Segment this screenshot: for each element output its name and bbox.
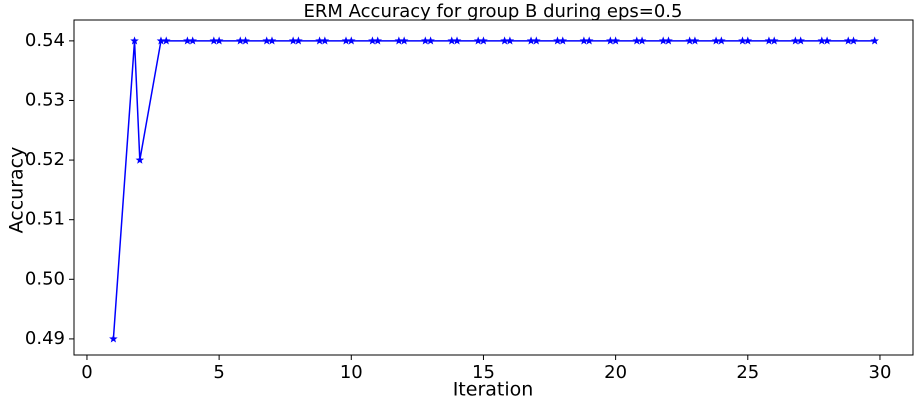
marker [796,36,805,45]
marker [611,36,620,45]
y-tick-label: 0.49 [25,328,65,349]
marker [452,36,462,45]
marker [426,36,435,45]
marker [711,36,721,45]
marker [188,36,197,45]
marker [109,334,118,343]
marker [447,36,457,45]
marker [130,36,139,45]
marker [849,36,858,45]
marker [235,36,245,45]
marker [399,36,409,45]
marker [214,36,224,45]
marker [394,36,404,45]
marker [421,36,430,45]
marker [473,36,483,45]
x-tick-label: 0 [81,362,92,383]
marker [373,36,382,45]
marker [658,36,668,45]
marker [870,36,879,45]
marker [690,36,700,45]
x-tick-label: 20 [604,362,627,383]
marker [135,155,145,164]
x-tick-label: 10 [340,362,363,383]
x-tick-label: 25 [736,362,759,383]
marker [241,36,250,45]
marker [843,36,853,45]
marker [315,36,324,45]
y-tick-label: 0.53 [25,89,65,110]
x-tick-label: 5 [213,362,224,383]
marker [320,36,330,45]
x-axis-label: Iteration [453,379,534,401]
marker [632,36,642,45]
marker [606,36,615,45]
y-tick-label: 0.52 [25,149,65,170]
y-tick-label: 0.54 [25,30,65,51]
marker [791,36,800,45]
marker [526,36,536,45]
marker [664,36,673,45]
marker [262,36,271,45]
x-tick-label: 15 [472,362,495,383]
marker [579,36,589,45]
marker [183,36,192,45]
marker [769,36,779,45]
marker [743,36,753,45]
marker [288,36,298,45]
marker [505,36,515,45]
marker [500,36,509,45]
marker [267,36,277,45]
marker [156,36,166,45]
y-axis-label: Accuracy [6,147,28,234]
marker [685,36,694,45]
marker [368,36,377,45]
marker [558,36,568,45]
marker [479,36,488,45]
marker [209,36,219,45]
marker [584,36,594,45]
marker [532,36,541,45]
line [112,40,875,339]
plot-frame [73,19,914,356]
marker [822,36,832,45]
marker [738,36,747,45]
marker [347,36,356,45]
marker [553,36,562,45]
chart-title: ERM Accuracy for group B during eps=0.5 [304,1,683,22]
marker [161,36,171,45]
marker [717,36,726,45]
x-tick-label: 30 [869,362,892,383]
y-tick-label: 0.51 [25,209,65,230]
y-tick-label: 0.50 [25,268,65,289]
marker [294,36,303,45]
marker [817,36,827,45]
marker [341,36,351,45]
marker [637,36,647,45]
marker [764,36,774,45]
